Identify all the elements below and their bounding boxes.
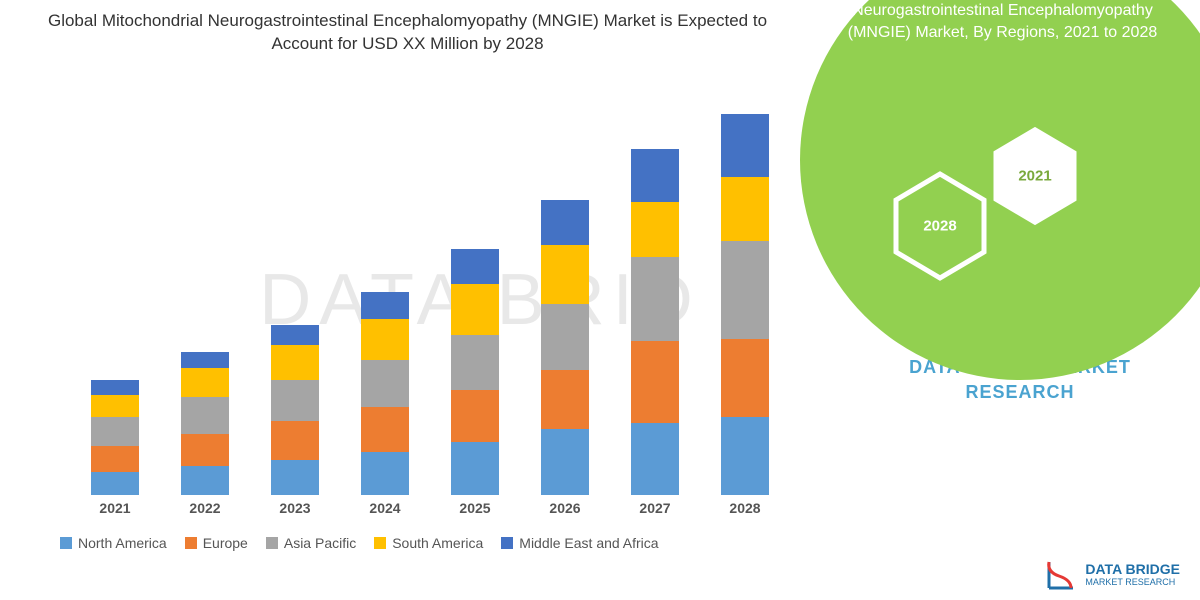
- bar-segment: [541, 304, 589, 370]
- x-axis-label: 2023: [271, 500, 319, 516]
- bar-segment: [451, 390, 499, 441]
- bar-segment: [451, 249, 499, 284]
- logo-text-line-2: MARKET RESEARCH: [1085, 578, 1180, 588]
- bar-column: [181, 352, 229, 495]
- bar-segment: [91, 446, 139, 473]
- bar-segment: [271, 421, 319, 460]
- bar-column: [271, 325, 319, 495]
- bar-segment: [631, 257, 679, 341]
- bar-segment: [721, 114, 769, 178]
- chart-panel: Global Mitochondrial Neurogastrointestin…: [0, 0, 815, 600]
- bar-segment: [91, 395, 139, 418]
- bar-segment: [541, 429, 589, 495]
- bar-segment: [721, 417, 769, 495]
- bar-segment: [361, 292, 409, 319]
- bar-segment: [721, 241, 769, 339]
- side-title: Neurogastrointestinal Encephalomyopathy …: [815, 0, 1190, 43]
- bar-segment: [541, 370, 589, 429]
- x-axis-label: 2027: [631, 500, 679, 516]
- x-axis-label: 2026: [541, 500, 589, 516]
- chart-title: Global Mitochondrial Neurogastrointestin…: [0, 0, 815, 56]
- bar-segment: [541, 200, 589, 245]
- bar-column: [91, 380, 139, 495]
- side-panel: Neurogastrointestinal Encephalomyopathy …: [815, 0, 1200, 600]
- bar-segment: [721, 339, 769, 417]
- bar-column: [721, 114, 769, 495]
- x-axis-label: 2021: [91, 500, 139, 516]
- legend-swatch-icon: [266, 537, 278, 549]
- legend-item: Europe: [185, 535, 248, 551]
- legend-label: Europe: [203, 535, 248, 551]
- legend-item: Asia Pacific: [266, 535, 356, 551]
- bar-segment: [631, 341, 679, 423]
- bar-segment: [271, 325, 319, 346]
- bar-segment: [361, 407, 409, 452]
- logo-text-line-1: DATA BRIDGE: [1085, 562, 1180, 577]
- bar-column: [631, 149, 679, 495]
- stacked-bar-chart: [70, 85, 790, 495]
- legend-swatch-icon: [60, 537, 72, 549]
- bar-segment: [181, 466, 229, 495]
- legend-item: South America: [374, 535, 483, 551]
- bar-segment: [271, 380, 319, 421]
- legend-label: Asia Pacific: [284, 535, 356, 551]
- bar-segment: [631, 423, 679, 495]
- logo-text: DATA BRIDGE MARKET RESEARCH: [1085, 562, 1180, 587]
- footer-logo: DATA BRIDGE MARKET RESEARCH: [1043, 558, 1180, 592]
- bar-segment: [451, 442, 499, 495]
- legend-label: South America: [392, 535, 483, 551]
- bar-column: [541, 200, 589, 495]
- bar-segment: [271, 460, 319, 495]
- bar-column: [361, 292, 409, 495]
- bar-segment: [361, 360, 409, 407]
- legend-item: Middle East and Africa: [501, 535, 658, 551]
- bar-segment: [181, 352, 229, 368]
- bar-segment: [721, 177, 769, 241]
- brand-line-2: RESEARCH: [870, 380, 1170, 405]
- bar-segment: [541, 245, 589, 304]
- bar-segment: [631, 202, 679, 257]
- x-axis-label: 2024: [361, 500, 409, 516]
- hexagon-2028: 2028: [890, 170, 990, 282]
- chart-legend: North America Europe Asia Pacific South Ame…: [60, 535, 800, 551]
- x-axis-labels: 2021 2022 2023 2024 2025 2026 2027 2028: [70, 500, 790, 516]
- bar-segment: [181, 434, 229, 467]
- bar-segment: [271, 345, 319, 380]
- logo-mark-icon: [1043, 558, 1077, 592]
- legend-swatch-icon: [185, 537, 197, 549]
- bar-segment: [91, 380, 139, 394]
- legend-item: North America: [60, 535, 167, 551]
- legend-swatch-icon: [374, 537, 386, 549]
- legend-label: Middle East and Africa: [519, 535, 658, 551]
- bar-segment: [451, 284, 499, 335]
- bar-segment: [181, 397, 229, 434]
- x-axis-label: 2028: [721, 500, 769, 516]
- bar-segment: [181, 368, 229, 397]
- bar-segment: [91, 417, 139, 446]
- bar-segment: [361, 452, 409, 495]
- hexagon-2028-label: 2028: [923, 218, 956, 235]
- legend-label: North America: [78, 535, 167, 551]
- legend-swatch-icon: [501, 537, 513, 549]
- hexagon-2021: 2021: [985, 120, 1085, 232]
- hexagon-2021-label: 2021: [1018, 168, 1051, 185]
- x-axis-label: 2022: [181, 500, 229, 516]
- bar-segment: [91, 472, 139, 495]
- x-axis-label: 2025: [451, 500, 499, 516]
- bar-segment: [361, 319, 409, 360]
- bar-column: [451, 249, 499, 495]
- bar-segment: [631, 149, 679, 202]
- bar-segment: [451, 335, 499, 390]
